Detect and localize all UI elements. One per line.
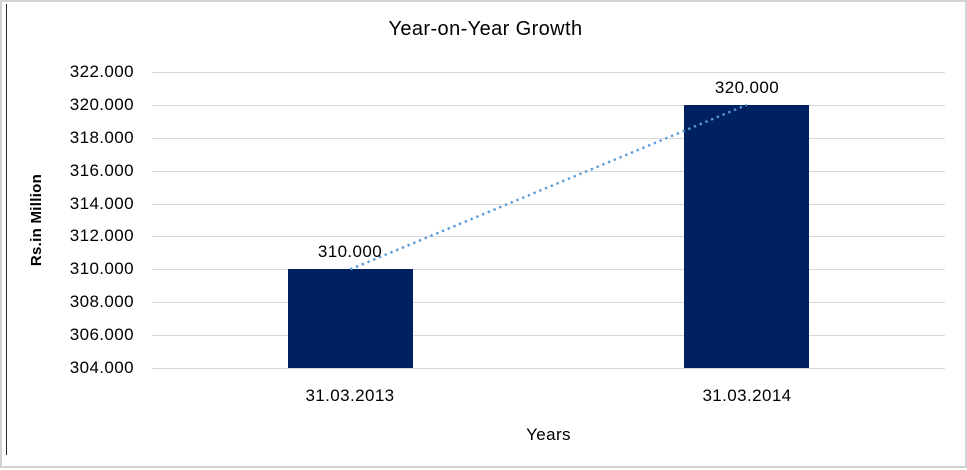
y-gridline xyxy=(152,138,945,139)
y-gridline xyxy=(152,368,945,369)
y-gridline xyxy=(152,302,945,303)
y-tick-label: 316.000 xyxy=(69,161,134,180)
y-gridline xyxy=(152,335,945,336)
bar-31.03.2013 xyxy=(288,269,413,368)
y-tick-label: 306.000 xyxy=(69,325,134,344)
y-tick-label: 314.000 xyxy=(69,194,134,213)
bar-data-label: 320.000 xyxy=(714,78,780,97)
y-gridline xyxy=(152,204,945,205)
y-tick-label: 320.000 xyxy=(69,95,134,114)
y-tick-label: 304.000 xyxy=(69,358,134,377)
x-tick-label: 31.03.2013 xyxy=(305,386,395,405)
bar-31.03.2014 xyxy=(684,105,809,368)
y-tick-label: 312.000 xyxy=(69,226,134,245)
y-gridline xyxy=(152,171,945,172)
left-border-rule xyxy=(6,4,7,455)
y-gridline xyxy=(152,269,945,270)
y-tick-label: 322.000 xyxy=(69,62,134,81)
chart-title: Year-on-Year Growth xyxy=(388,18,583,40)
y-tick-label: 310.000 xyxy=(69,259,134,278)
y-tick-label: 308.000 xyxy=(69,292,134,311)
bar-data-label: 310.000 xyxy=(317,242,383,261)
x-tick-label: 31.03.2014 xyxy=(702,386,792,405)
y-tick-label: 318.000 xyxy=(69,128,134,147)
x-axis-title: Years xyxy=(526,425,571,444)
y-gridline xyxy=(152,72,945,73)
y-gridline xyxy=(152,236,945,237)
y-gridline xyxy=(152,105,945,106)
